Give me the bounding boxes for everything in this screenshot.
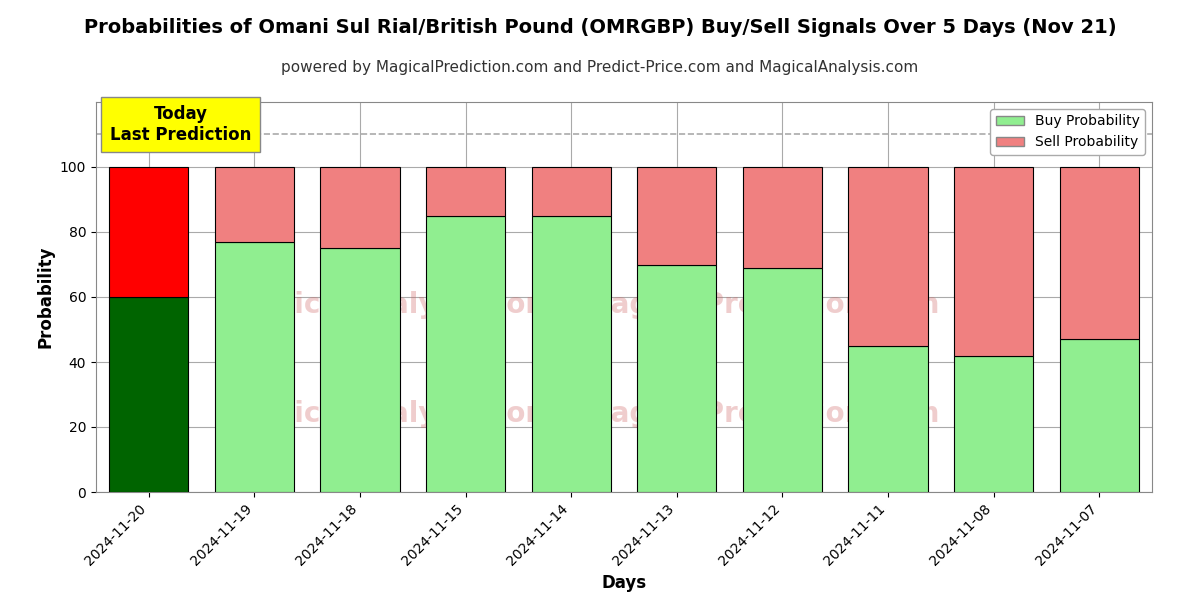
Bar — [109, 297, 188, 492]
Bar — [743, 167, 822, 268]
Y-axis label: Probability: Probability — [36, 246, 54, 348]
Bar — [954, 355, 1033, 492]
Bar — [954, 167, 1033, 355]
Bar — [637, 265, 716, 492]
Text: Today
Last Prediction: Today Last Prediction — [109, 106, 251, 144]
Bar — [320, 248, 400, 492]
Text: Probabilities of Omani Sul Rial/British Pound (OMRGBP) Buy/Sell Signals Over 5 D: Probabilities of Omani Sul Rial/British … — [84, 18, 1116, 37]
Bar — [848, 346, 928, 492]
Text: MagicalAnalysis.com: MagicalAnalysis.com — [228, 291, 554, 319]
Bar — [1060, 339, 1139, 492]
Text: MagicalAnalysis.com: MagicalAnalysis.com — [228, 400, 554, 428]
Bar — [215, 167, 294, 242]
Text: powered by MagicalPrediction.com and Predict-Price.com and MagicalAnalysis.com: powered by MagicalPrediction.com and Pre… — [281, 60, 919, 75]
Bar — [426, 167, 505, 216]
Bar — [637, 167, 716, 265]
Bar — [743, 268, 822, 492]
Bar — [320, 167, 400, 248]
Text: MagicalPrediction.com: MagicalPrediction.com — [583, 291, 940, 319]
Bar — [426, 216, 505, 492]
Bar — [109, 167, 188, 297]
Bar — [848, 167, 928, 346]
Text: MagicalPrediction.com: MagicalPrediction.com — [583, 400, 940, 428]
X-axis label: Days: Days — [601, 574, 647, 592]
Bar — [1060, 167, 1139, 339]
Bar — [215, 242, 294, 492]
Legend: Buy Probability, Sell Probability: Buy Probability, Sell Probability — [990, 109, 1145, 155]
Bar — [532, 216, 611, 492]
Bar — [532, 167, 611, 216]
